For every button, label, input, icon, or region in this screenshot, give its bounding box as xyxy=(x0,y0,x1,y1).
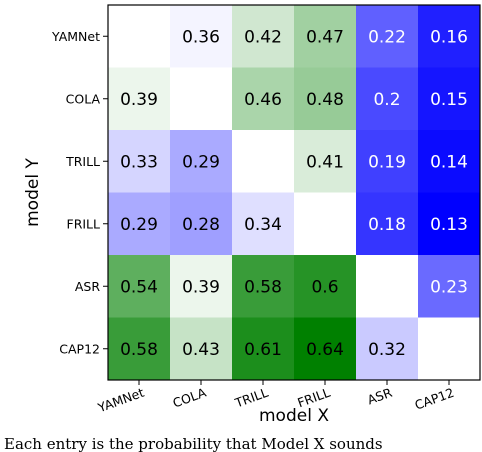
cell-value-label: 0.39 xyxy=(120,90,158,110)
x-tick-label: ASR xyxy=(365,385,394,408)
cell-value-label: 0.34 xyxy=(244,215,282,235)
heatmap-cell xyxy=(108,67,171,131)
heatmap-cell xyxy=(108,192,171,256)
cell-value-label: 0.41 xyxy=(306,152,344,172)
y-tick-label: TRILL xyxy=(65,154,100,169)
heatmap-cells xyxy=(108,5,481,381)
cell-value-label: 0.58 xyxy=(244,277,282,297)
heatmap-cell xyxy=(356,255,419,318)
heatmap-cell xyxy=(356,5,419,68)
cell-value-label: 0.64 xyxy=(306,340,344,360)
plot-frame xyxy=(107,4,481,381)
cell-value-label: 0.58 xyxy=(120,340,158,360)
heatmap-cell xyxy=(418,255,481,318)
cell-value-label: 0.54 xyxy=(120,277,158,297)
y-tick-label: YAMNet xyxy=(51,29,100,44)
heatmap-cell xyxy=(418,5,481,68)
x-tick-label: YAMNet xyxy=(95,385,146,416)
heatmap-chart: 0.36 0.42 0.47 0.22 0.16 0.39 0.46 0.48 0.2 0.15 0… xyxy=(23,4,481,426)
cell-value-label: 0.14 xyxy=(430,152,468,172)
heatmap-cell xyxy=(294,67,357,131)
y-tick-label: FRILL xyxy=(67,216,101,231)
heatmap-cell xyxy=(418,192,481,256)
heatmap-cell xyxy=(108,255,171,318)
y-axis-label: model Y xyxy=(23,158,43,227)
y-tick-label: CAP12 xyxy=(59,341,100,356)
cell-value-label: 0.29 xyxy=(120,215,158,235)
heatmap-cell xyxy=(294,317,357,381)
heatmap-cell xyxy=(170,255,233,318)
cell-value-label: 0.2 xyxy=(373,90,400,110)
heatmap-cell xyxy=(294,130,357,193)
heatmap-cell xyxy=(232,130,295,193)
heatmap-cell xyxy=(356,317,419,381)
heatmap-cell xyxy=(356,67,419,131)
heatmap-cell xyxy=(232,192,295,256)
heatmap-cell xyxy=(418,317,481,381)
heatmap-cell xyxy=(294,192,357,256)
heatmap-cell xyxy=(232,255,295,318)
heatmap-cell xyxy=(294,255,357,318)
heatmap-cell xyxy=(108,317,171,381)
heatmap-cell xyxy=(170,192,233,256)
heatmap-cell xyxy=(356,192,419,256)
cell-value-label: 0.48 xyxy=(306,90,344,110)
cell-value-label: 0.13 xyxy=(430,215,468,235)
heatmap-cell xyxy=(232,317,295,381)
x-axis-label: model X xyxy=(259,406,329,426)
heatmap-cell-labels: 0.36 0.42 0.47 0.22 0.16 0.39 0.46 0.48 0.2 0.15 0… xyxy=(120,27,468,360)
heatmap-cell xyxy=(232,67,295,131)
heatmap-cell xyxy=(418,130,481,193)
x-tick-label: COLA xyxy=(171,385,209,411)
cell-value-label: 0.28 xyxy=(182,215,220,235)
heatmap-cell xyxy=(170,67,233,131)
cell-value-label: 0.33 xyxy=(120,152,158,172)
cell-value-label: 0.19 xyxy=(368,152,406,172)
cell-value-label: 0.46 xyxy=(244,90,282,110)
heatmap-cell xyxy=(232,5,295,68)
heatmap-cell xyxy=(170,317,233,381)
figure-caption: Each entry is the probability that Model… xyxy=(4,435,383,452)
heatmap-cell xyxy=(294,5,357,68)
y-tick-label: ASR xyxy=(75,279,100,294)
cell-value-label: 0.32 xyxy=(368,340,406,360)
cell-value-label: 0.6 xyxy=(311,277,338,297)
heatmap-cell xyxy=(170,130,233,193)
cell-value-label: 0.42 xyxy=(244,27,282,47)
cell-value-label: 0.22 xyxy=(368,27,406,47)
y-axis-ticks: YAMNet COLA TRILL FRILL ASR CAP12 xyxy=(51,29,108,356)
cell-value-label: 0.43 xyxy=(182,340,220,360)
cell-value-label: 0.29 xyxy=(182,152,220,172)
cell-value-label: 0.15 xyxy=(430,90,468,110)
heatmap-cell xyxy=(108,130,171,193)
heatmap-cell xyxy=(418,67,481,131)
heatmap-cell xyxy=(356,130,419,193)
cell-value-label: 0.23 xyxy=(430,277,468,297)
heatmap-cell xyxy=(170,5,233,68)
cell-value-label: 0.61 xyxy=(244,340,282,360)
x-tick-label: CAP12 xyxy=(413,385,456,413)
heatmap-cell xyxy=(108,5,171,68)
y-tick-label: COLA xyxy=(66,91,101,106)
cell-value-label: 0.36 xyxy=(182,27,220,47)
cell-value-label: 0.16 xyxy=(430,27,468,47)
cell-value-label: 0.47 xyxy=(306,27,344,47)
cell-value-label: 0.39 xyxy=(182,277,220,297)
cell-value-label: 0.18 xyxy=(368,215,406,235)
